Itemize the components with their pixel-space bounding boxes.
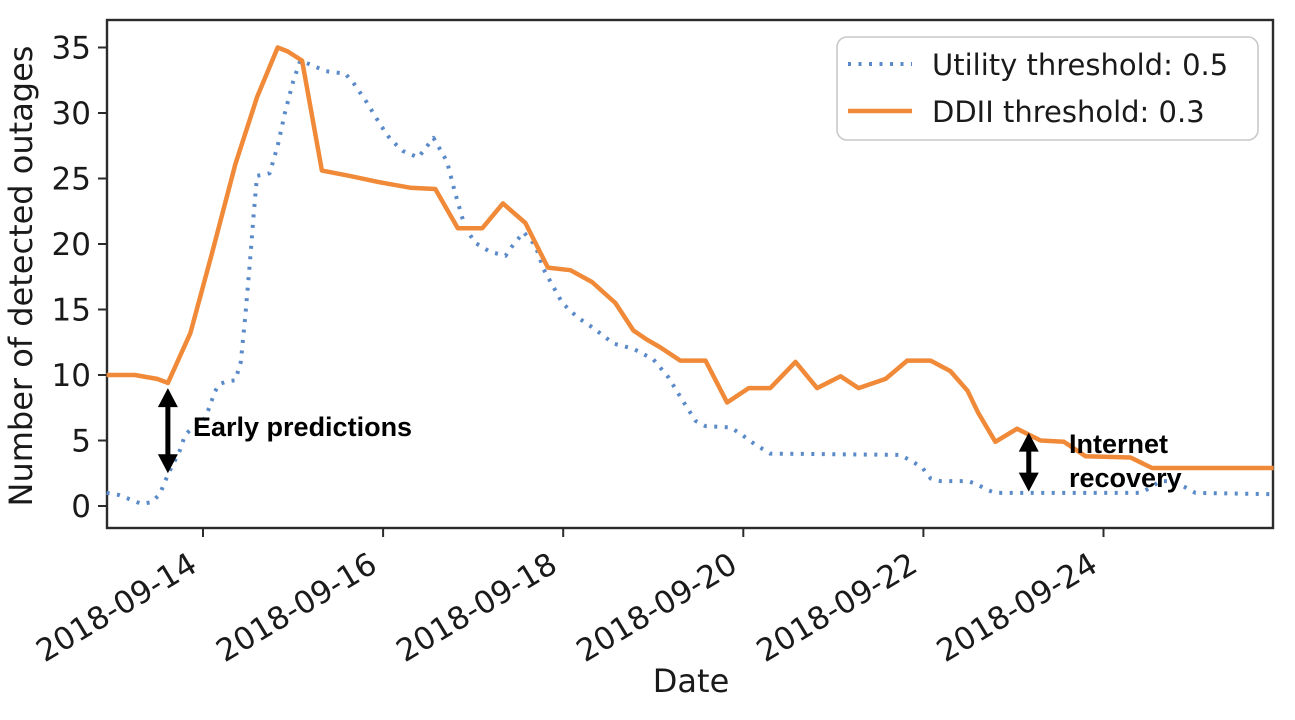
annotation-early-predictions: Early predictions: [193, 412, 412, 442]
annotation-internet-line2: recovery: [1069, 463, 1182, 493]
annotation-arrows-layer: [157, 388, 1039, 492]
y-tick-label: 25: [52, 162, 91, 198]
arrow-head-up-icon: [157, 388, 178, 408]
x-tick-label: 2018-09-24: [931, 546, 1104, 670]
series-layer: [106, 45, 1274, 506]
annotation-internet-line1: Internet: [1069, 429, 1168, 459]
legend-box: [836, 36, 1259, 141]
legend: Utility threshold: 0.5 DDII threshold: 0…: [836, 36, 1259, 141]
legend-label-utility: Utility threshold: 0.5: [932, 48, 1228, 82]
double-arrow: [1018, 432, 1039, 492]
x-axis-label: Date: [653, 662, 729, 700]
y-axis-label: Number of detected outages: [2, 46, 40, 507]
y-tick-label: 15: [52, 293, 91, 329]
legend-label-ddii: DDII threshold: 0.3: [932, 95, 1205, 129]
x-tick-label: 2018-09-20: [570, 546, 743, 670]
double-arrow: [157, 388, 178, 474]
x-tick-label: 2018-09-14: [30, 546, 203, 670]
x-tick-label: 2018-09-16: [210, 546, 383, 670]
series-dotted-line: [106, 58, 1274, 506]
arrow-head-down-icon: [157, 454, 178, 474]
x-tick-label: 2018-09-22: [751, 546, 924, 670]
y-tick-label: 20: [52, 227, 91, 263]
y-tick-label: 5: [71, 424, 91, 460]
series-solid-line: [106, 45, 1274, 471]
plot-border: [105, 18, 1275, 530]
x-tick-label: 2018-09-18: [390, 546, 563, 670]
arrow-head-down-icon: [1018, 472, 1039, 492]
y-tick-label: 0: [71, 489, 91, 525]
arrow-head-up-icon: [1018, 432, 1039, 452]
y-tick-label: 10: [52, 358, 91, 394]
y-tick-label: 30: [52, 96, 91, 132]
y-tick-label: 35: [52, 31, 91, 67]
